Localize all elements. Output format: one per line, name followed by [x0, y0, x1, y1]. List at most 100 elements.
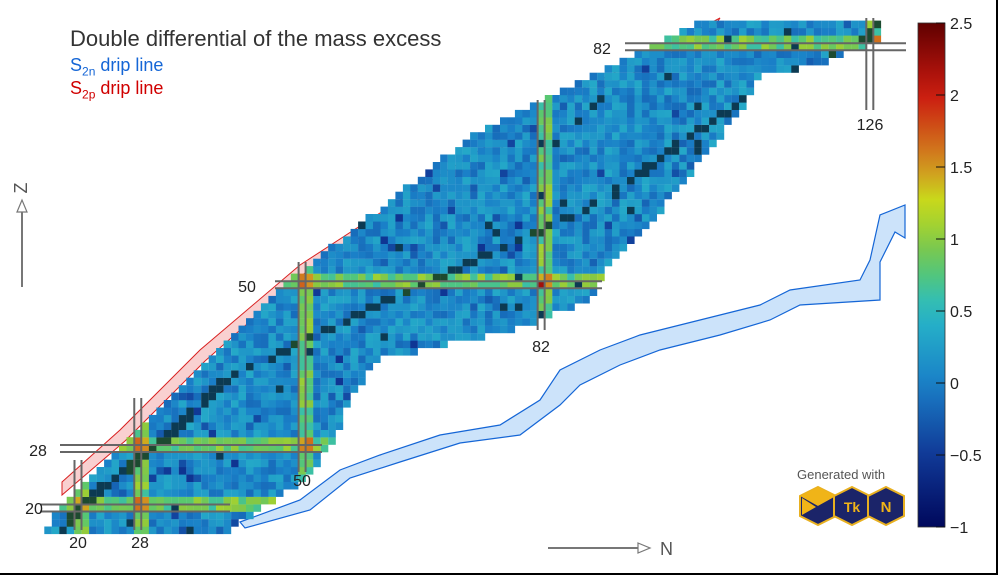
heatmap-cell	[597, 147, 605, 155]
heatmap-cell	[208, 377, 217, 386]
heatmap-cell	[328, 377, 336, 386]
heatmap-cell	[462, 154, 471, 163]
heatmap-cell	[104, 519, 112, 527]
legend-s2n-drip-line: S2n drip line	[70, 55, 163, 79]
heatmap-cell	[246, 459, 254, 468]
heatmap-cell	[313, 414, 321, 423]
heatmap-cell	[238, 362, 247, 371]
heatmap-cell	[402, 199, 411, 207]
heatmap-cell	[268, 467, 276, 475]
heatmap-cell	[671, 176, 680, 185]
heatmap-cell	[791, 35, 799, 44]
heatmap-cell	[716, 50, 725, 58]
heatmap-cell	[163, 407, 172, 416]
heatmap-cell	[134, 519, 142, 527]
heatmap-cell	[216, 459, 224, 468]
heatmap-cell	[313, 362, 321, 371]
heatmap-cell	[268, 452, 276, 460]
heatmap-cell	[193, 452, 202, 460]
heatmap-cell	[500, 124, 508, 133]
heatmap-cell	[567, 266, 575, 274]
heatmap-cell	[417, 214, 426, 222]
heatmap-cell	[559, 295, 568, 304]
heatmap-cell	[470, 221, 478, 230]
heatmap-cell	[335, 377, 344, 386]
heatmap-cell	[373, 251, 381, 259]
heatmap-cell	[163, 444, 172, 453]
heatmap-cell	[567, 199, 575, 207]
heatmap-cell	[253, 481, 262, 490]
heatmap-cell	[365, 221, 374, 230]
heatmap-cell	[320, 348, 329, 356]
heatmap-cell	[380, 228, 389, 237]
heatmap-cell	[335, 385, 344, 393]
heatmap-cell	[529, 295, 538, 304]
heatmap-cell	[544, 221, 553, 230]
heatmap-cell	[134, 496, 142, 505]
heatmap-cell	[552, 162, 560, 170]
heatmap-cell	[298, 273, 306, 282]
heatmap-cell	[627, 124, 635, 133]
heatmap-cell	[126, 526, 135, 535]
heatmap-cell	[275, 355, 284, 363]
heatmap-cell	[275, 437, 284, 445]
heatmap-cell	[208, 355, 217, 363]
heatmap-cell	[275, 288, 284, 296]
heatmap-cell	[89, 496, 97, 505]
heatmap-cell	[462, 295, 471, 304]
heatmap-cell	[604, 258, 613, 267]
heatmap-cell	[440, 221, 448, 230]
heatmap-cell	[544, 206, 553, 215]
heatmap-cell	[537, 281, 545, 289]
heatmap-cell	[298, 444, 306, 453]
heatmap-cell	[425, 340, 433, 349]
heatmap-cell	[544, 154, 553, 163]
heatmap-cell	[119, 459, 127, 468]
heatmap-cell	[290, 452, 299, 460]
heatmap-cell	[141, 429, 149, 438]
heatmap-cell	[582, 154, 590, 163]
heatmap-cell	[163, 526, 172, 535]
heatmap-cell	[350, 377, 359, 386]
heatmap-cell	[387, 318, 396, 326]
heatmap-cell	[813, 35, 822, 44]
heatmap-cell	[365, 295, 374, 304]
heatmap-cell	[141, 496, 149, 505]
heatmap-cell	[201, 444, 209, 453]
heatmap-cell	[701, 50, 710, 58]
heatmap-cell	[485, 310, 493, 319]
heatmap-cell	[283, 355, 291, 363]
heatmap-cell	[178, 429, 187, 438]
heatmap-cell	[395, 251, 403, 259]
heatmap-cell	[529, 243, 538, 252]
heatmap-cell	[574, 147, 583, 155]
heatmap-cell	[260, 333, 269, 341]
heatmap-cell	[470, 154, 478, 163]
heatmap-cell	[500, 147, 508, 155]
heatmap-cell	[238, 370, 247, 378]
heatmap-cell	[380, 206, 389, 215]
heatmap-cell	[522, 318, 530, 326]
heatmap-cell	[238, 414, 247, 423]
heatmap-cell	[739, 80, 747, 88]
heatmap-cell	[582, 273, 590, 282]
heatmap-cell	[253, 318, 262, 326]
heatmap-cell	[290, 281, 299, 289]
heatmap-cell	[462, 243, 471, 252]
heatmap-cell	[253, 459, 262, 468]
heatmap-cell	[119, 496, 127, 505]
heatmap-cell	[514, 221, 523, 230]
heatmap-cell	[328, 258, 336, 267]
heatmap-cell	[223, 452, 232, 460]
heatmap-cell	[656, 184, 665, 192]
heatmap-cell	[320, 273, 329, 282]
heatmap-cell	[701, 35, 710, 44]
heatmap-cell	[761, 35, 769, 44]
heatmap-cell	[664, 176, 672, 185]
heatmap-cell	[216, 489, 224, 497]
heatmap-cell	[671, 147, 680, 155]
heatmap-cell	[589, 80, 598, 88]
heatmap-cell	[619, 169, 628, 177]
heatmap-cell	[544, 184, 553, 192]
heatmap-cell	[522, 124, 530, 133]
